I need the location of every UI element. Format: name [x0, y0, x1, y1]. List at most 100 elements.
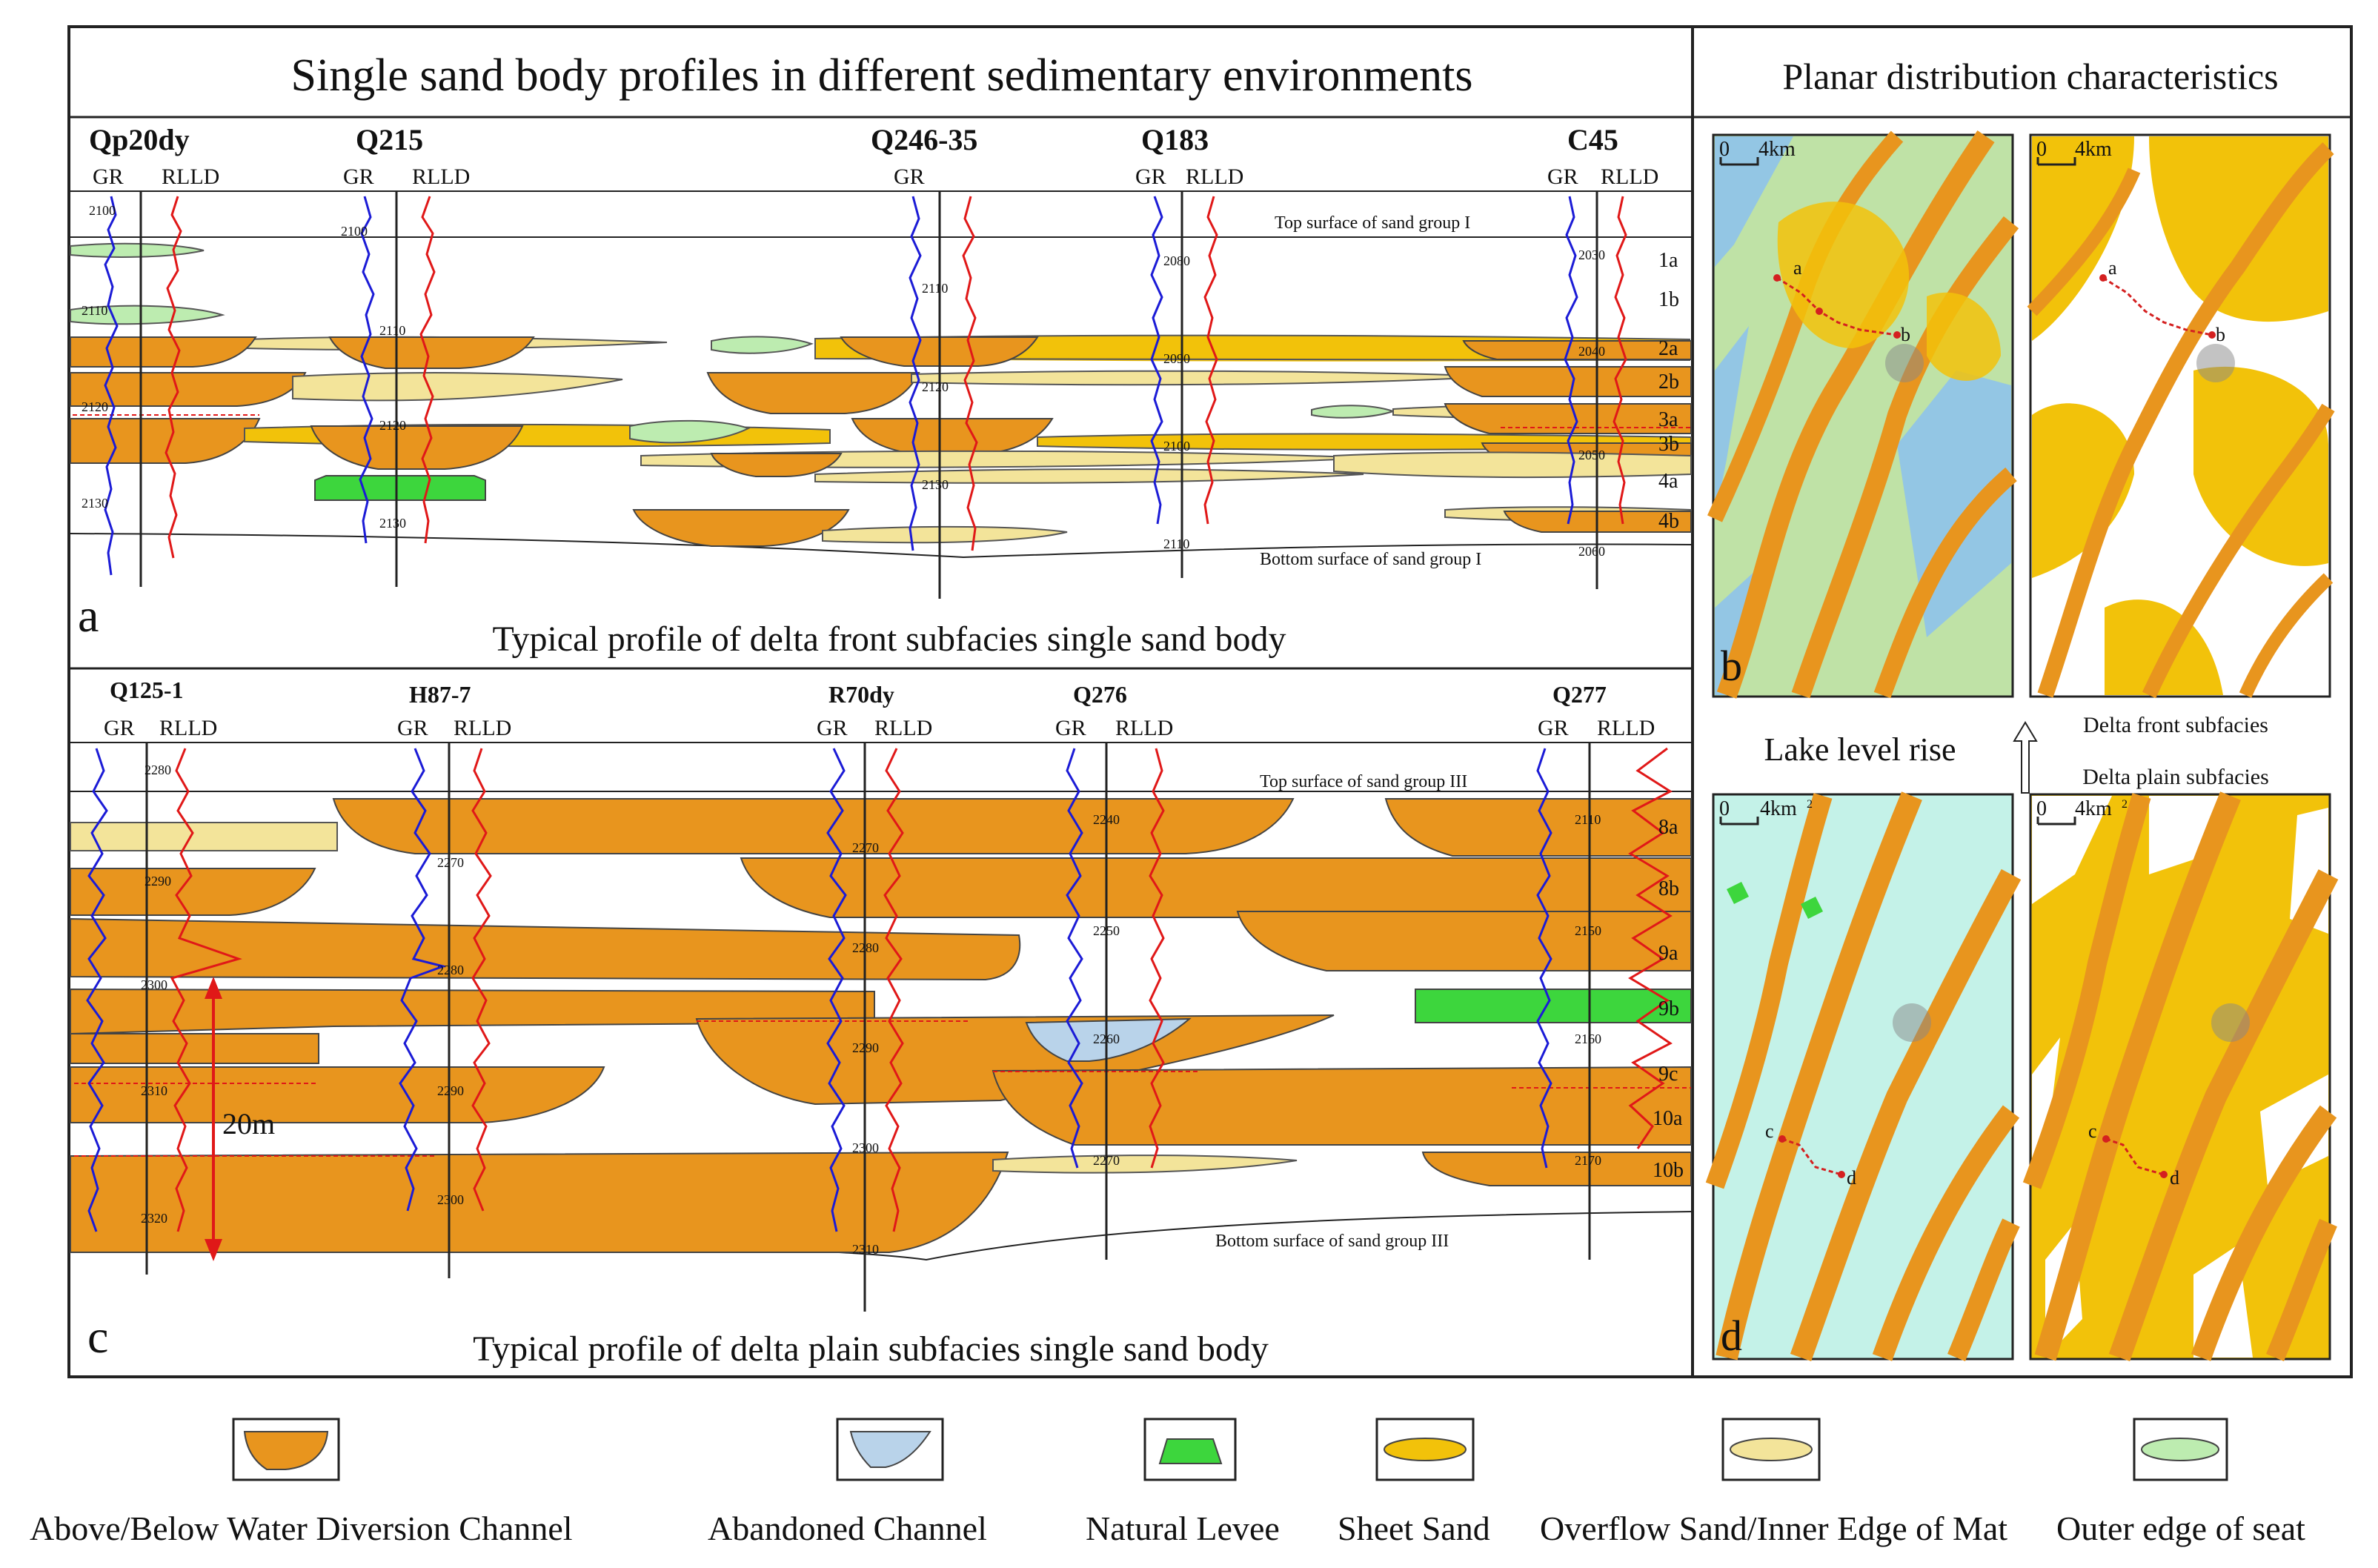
depth-label: 2110	[379, 323, 405, 338]
point-label: c	[2088, 1120, 2097, 1142]
outer-edge-lens	[1311, 405, 1396, 419]
point-label: d	[2170, 1167, 2179, 1189]
map-caption: Delta plain subfacies	[2082, 765, 2269, 789]
panel-caption: Typical profile of delta front subfacies…	[493, 619, 1286, 659]
log-label-gr: GR	[817, 716, 848, 740]
levee-sand	[314, 475, 486, 501]
legend-label: Above/Below Water Diversion Channel	[30, 1509, 573, 1547]
legend-label: Overflow Sand/Inner Edge of Mat	[1540, 1509, 2007, 1547]
overflow-sand	[292, 372, 623, 402]
legend-swatch-outer	[2141, 1438, 2219, 1461]
depth-label: 2110	[82, 303, 107, 318]
map-channel	[1872, 1105, 2020, 1361]
depth-label: 2160	[1575, 1032, 1601, 1046]
log-label-gr: GR	[343, 165, 374, 189]
rlld-curve	[170, 748, 242, 1232]
map-plain-1: c d 0 4km 2 d	[1705, 791, 2022, 1362]
channel-sand	[310, 425, 524, 470]
map-front-2: a b 0 4km	[2027, 133, 2335, 699]
gr-curve	[1150, 196, 1163, 525]
legend-swatch-frame	[836, 1418, 944, 1481]
scale-bar	[2036, 817, 2076, 825]
legend-label: Abandoned Channel	[708, 1509, 987, 1547]
scale-bar	[2036, 157, 2076, 166]
legend-swatch-channel	[243, 1431, 329, 1470]
channel-sand	[70, 988, 875, 1035]
well-cluster	[2211, 1003, 2250, 1042]
depth-label: 2100	[89, 203, 116, 218]
depth-label: 2320	[141, 1211, 167, 1226]
log-label-rlld: RLLD	[454, 716, 511, 740]
depth-label: 2110	[1163, 536, 1189, 551]
well-name: Qp20dy	[89, 123, 190, 156]
overflow-sand	[992, 1155, 1298, 1174]
scale-sup: 2	[2122, 798, 2128, 811]
map-frame	[1712, 793, 2014, 1361]
scale-arrow-head-bottom	[205, 1239, 222, 1261]
section-point	[2160, 1171, 2168, 1178]
scale-zero: 0	[1719, 797, 1730, 820]
layer-label: 9c	[1658, 1063, 1678, 1086]
log-label-rlld: RLLD	[162, 165, 219, 189]
scale-bar	[1719, 817, 1759, 825]
section-line	[1776, 276, 1898, 336]
map-caption: Delta front subfacies	[2083, 713, 2268, 737]
rlld-curve	[1613, 196, 1627, 525]
depth-label: 2290	[852, 1040, 879, 1055]
map-channel	[2142, 403, 2335, 699]
depth-label: 2290	[145, 874, 171, 888]
depth-label: 2310	[852, 1242, 879, 1257]
point-label: d	[1847, 1167, 1856, 1189]
depth-label: 2260	[1093, 1032, 1120, 1046]
section-line	[2105, 1137, 2165, 1176]
overflow-sand	[814, 468, 1364, 484]
panel-c: Q125-1 H87-7 R70dy Q276 Q277 GR RLLD GR …	[68, 677, 1693, 1369]
gr-curve	[1536, 748, 1552, 1169]
overflow-sand	[822, 525, 1068, 544]
depth-label: 2280	[852, 940, 879, 955]
scale-bar	[1719, 157, 1759, 166]
rlld-curve	[471, 748, 492, 1212]
legend-swatch-frame	[1375, 1418, 1475, 1481]
channel-sand	[706, 372, 920, 414]
gr-curve	[826, 748, 847, 1232]
gr-curve	[86, 748, 108, 1232]
map-channel	[2239, 573, 2334, 698]
map-channel	[1716, 130, 1995, 699]
log-label-gr: GR	[93, 165, 124, 189]
outer-edge-lens	[629, 419, 751, 444]
abandoned-channel	[1025, 1017, 1192, 1062]
section-point	[1893, 331, 1901, 339]
depth-label: 2250	[1093, 923, 1120, 938]
map-channel	[1873, 467, 2017, 699]
channel-sand	[992, 1066, 1692, 1146]
legend-swatch-sheet	[1384, 1438, 1467, 1461]
gr-curve	[359, 196, 375, 544]
map-channel	[1790, 868, 2022, 1362]
legend-swatch-levee	[1158, 1438, 1223, 1464]
channel-sand	[1462, 340, 1692, 360]
panel-a-bottom-line	[68, 533, 1693, 559]
map-channel	[2265, 1218, 2337, 1361]
legend-swatch-frame	[1721, 1418, 1821, 1481]
well-name: Q125-1	[110, 677, 184, 703]
log-label-gr: GR	[104, 716, 135, 740]
rlld-curve	[1203, 196, 1218, 525]
well-logs-c	[86, 743, 1673, 1312]
scale-label: 4km	[1758, 138, 1796, 161]
point-label: a	[2108, 257, 2117, 279]
outer-frame	[67, 25, 2353, 1378]
depth-label: 2060	[1578, 544, 1605, 559]
depth-label: 2300	[141, 977, 167, 992]
log-label-rlld: RLLD	[1597, 716, 1655, 740]
surface-label: Top surface of sand group III	[1260, 772, 1467, 791]
log-label-gr: GR	[894, 165, 925, 189]
channel-sand	[1444, 366, 1692, 397]
lake-level-label: Lake level rise	[1764, 731, 1956, 768]
well-name: Q277	[1552, 681, 1607, 708]
depth-label: 2280	[145, 763, 171, 777]
legend: Above/Below Water Diversion Channel Aban…	[30, 1418, 2305, 1547]
channel-sand	[1236, 911, 1692, 971]
section-point	[1773, 274, 1781, 282]
